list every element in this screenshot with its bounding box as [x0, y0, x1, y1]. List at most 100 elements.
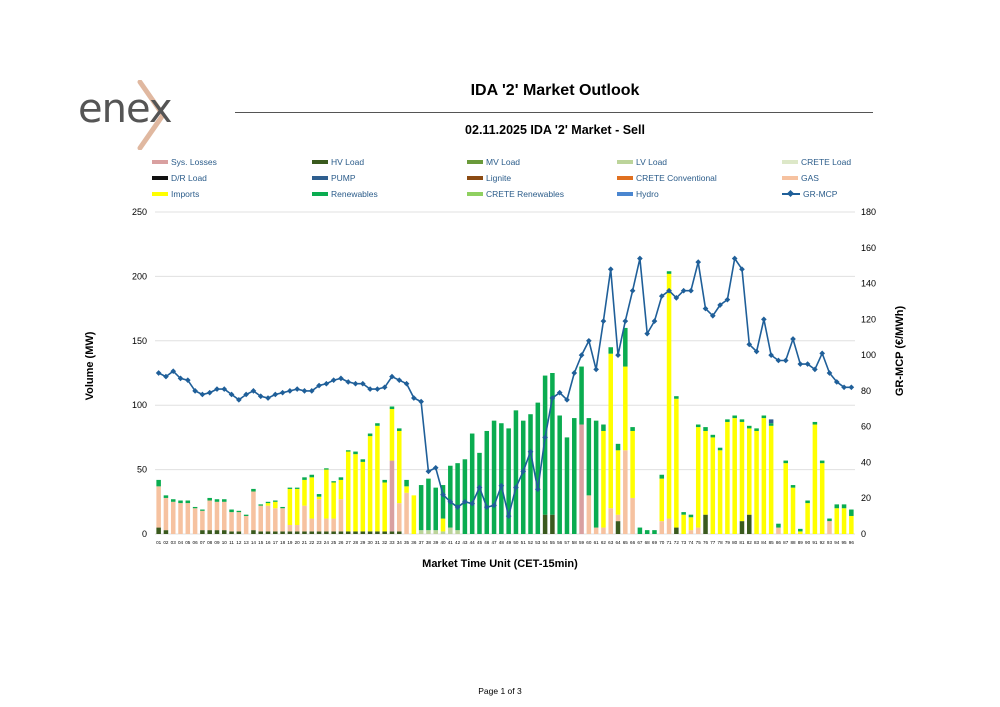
bar-hv-load [302, 531, 307, 534]
gr-mcp-point [374, 386, 381, 392]
bar-renewables [579, 366, 584, 425]
bar-renewables [418, 485, 424, 531]
y2-tick-label: 180 [861, 207, 876, 217]
legend-swatch-icon [467, 176, 483, 180]
bar-gas [309, 518, 315, 532]
enex-logo: enex [78, 80, 188, 150]
legend-label: D/R Load [171, 173, 207, 183]
bar-renewables [812, 421, 818, 425]
x-tick-label: 65 [623, 540, 629, 545]
bar-imports [601, 430, 606, 528]
bar-gas [229, 512, 234, 532]
bar-renewables [367, 433, 373, 437]
gr-mcp-point [826, 370, 833, 376]
bar-renewables [273, 500, 278, 502]
bar-imports [725, 421, 730, 534]
x-tick-label: 22 [309, 540, 315, 545]
bar-renewables [623, 327, 628, 367]
bar-imports [265, 503, 271, 506]
bar-renewables [557, 415, 562, 534]
bar-hv-load [542, 514, 548, 534]
gr-mcp-point [469, 500, 476, 507]
bar-hv-load [550, 514, 555, 534]
bar-renewables [703, 427, 708, 431]
x-tick-label: 01 [156, 540, 162, 545]
bar-hv-load [229, 531, 234, 534]
bar-renewables [732, 415, 737, 419]
gr-mcp-point [812, 366, 818, 373]
gr-mcp-point [695, 259, 702, 265]
gr-mcp-point [221, 386, 228, 392]
gr-mcp-point [600, 318, 607, 324]
x-tick-label: 47 [492, 540, 498, 545]
bar-imports [287, 488, 293, 525]
x-tick-label: 07 [200, 540, 206, 545]
gr-mcp-point [214, 386, 220, 392]
legend-label: Renewables [331, 189, 378, 199]
gr-mcp-point [447, 498, 454, 505]
x-tick-label: 31 [375, 540, 381, 545]
bar-imports [783, 463, 788, 534]
bar-renewables [717, 447, 723, 451]
legend-item-sys-losses: Sys. Losses [152, 157, 217, 167]
bar-renewables [360, 459, 366, 462]
gr-mcp-point [483, 504, 490, 510]
x-tick-label: 69 [652, 540, 658, 545]
y-tick-label: 100 [132, 400, 147, 410]
x-tick-label: 21 [302, 540, 308, 545]
bar-gas [170, 501, 176, 534]
bar-gas [695, 527, 701, 534]
bar-imports [688, 517, 694, 531]
legend-swatch-icon [617, 192, 633, 196]
bar-imports [345, 451, 351, 532]
x-tick-label: 94 [834, 540, 840, 545]
bar-gas [827, 521, 832, 534]
gr-mcp-point [359, 380, 366, 387]
legend-item-gas: GAS [782, 173, 819, 183]
gr-mcp-point [680, 287, 687, 294]
bar-renewables [338, 477, 344, 480]
gr-mcp-point [308, 388, 315, 394]
legend-item-hv-load: HV Load [312, 157, 364, 167]
x-tick-label: 17 [273, 540, 279, 545]
gr-mcp-point [542, 434, 548, 441]
gr-mcp-point [556, 389, 563, 396]
x-tick-label: 56 [557, 540, 563, 545]
y2-tick-label: 80 [861, 386, 871, 396]
x-tick-label: 48 [499, 540, 505, 545]
legend-swatch-icon [152, 160, 168, 164]
x-tick-label: 43 [462, 540, 468, 545]
bar-renewables [251, 488, 256, 492]
legend-item-lv-load: LV Load [617, 157, 667, 167]
legend-label: Lignite [486, 173, 512, 183]
bar-hv-load [674, 527, 679, 534]
x-tick-label: 74 [688, 540, 694, 545]
x-tick-label: 55 [550, 540, 556, 545]
x-tick-label: 59 [579, 540, 585, 545]
x-tick-label: 79 [725, 540, 731, 545]
gr-mcp-point [411, 395, 417, 401]
bar-hv-load [353, 531, 358, 534]
legend-label: LV Load [636, 157, 668, 167]
bar-renewables [725, 419, 730, 422]
bar-renewables [499, 423, 504, 534]
title-divider [235, 112, 873, 113]
bar-hv-load [375, 531, 380, 534]
bar-hv-load [222, 530, 227, 534]
bar-hv-load [739, 521, 745, 534]
y-tick-label: 0 [142, 529, 147, 539]
x-tick-label: 72 [674, 540, 680, 545]
bar-imports [367, 436, 373, 532]
legend-label: Imports [171, 189, 200, 199]
gr-mcp-point [199, 391, 206, 398]
bar-renewables [280, 506, 285, 509]
gr-mcp-point [389, 373, 395, 380]
bar-gas [222, 501, 227, 531]
gr-mcp-point [316, 382, 322, 389]
bar-hv-load [163, 530, 169, 534]
bar-pump [768, 419, 774, 424]
bar-lv-load [455, 530, 460, 534]
bar-hv-load [280, 531, 285, 534]
bar-renewables [542, 375, 548, 515]
bar-renewables [156, 479, 161, 487]
